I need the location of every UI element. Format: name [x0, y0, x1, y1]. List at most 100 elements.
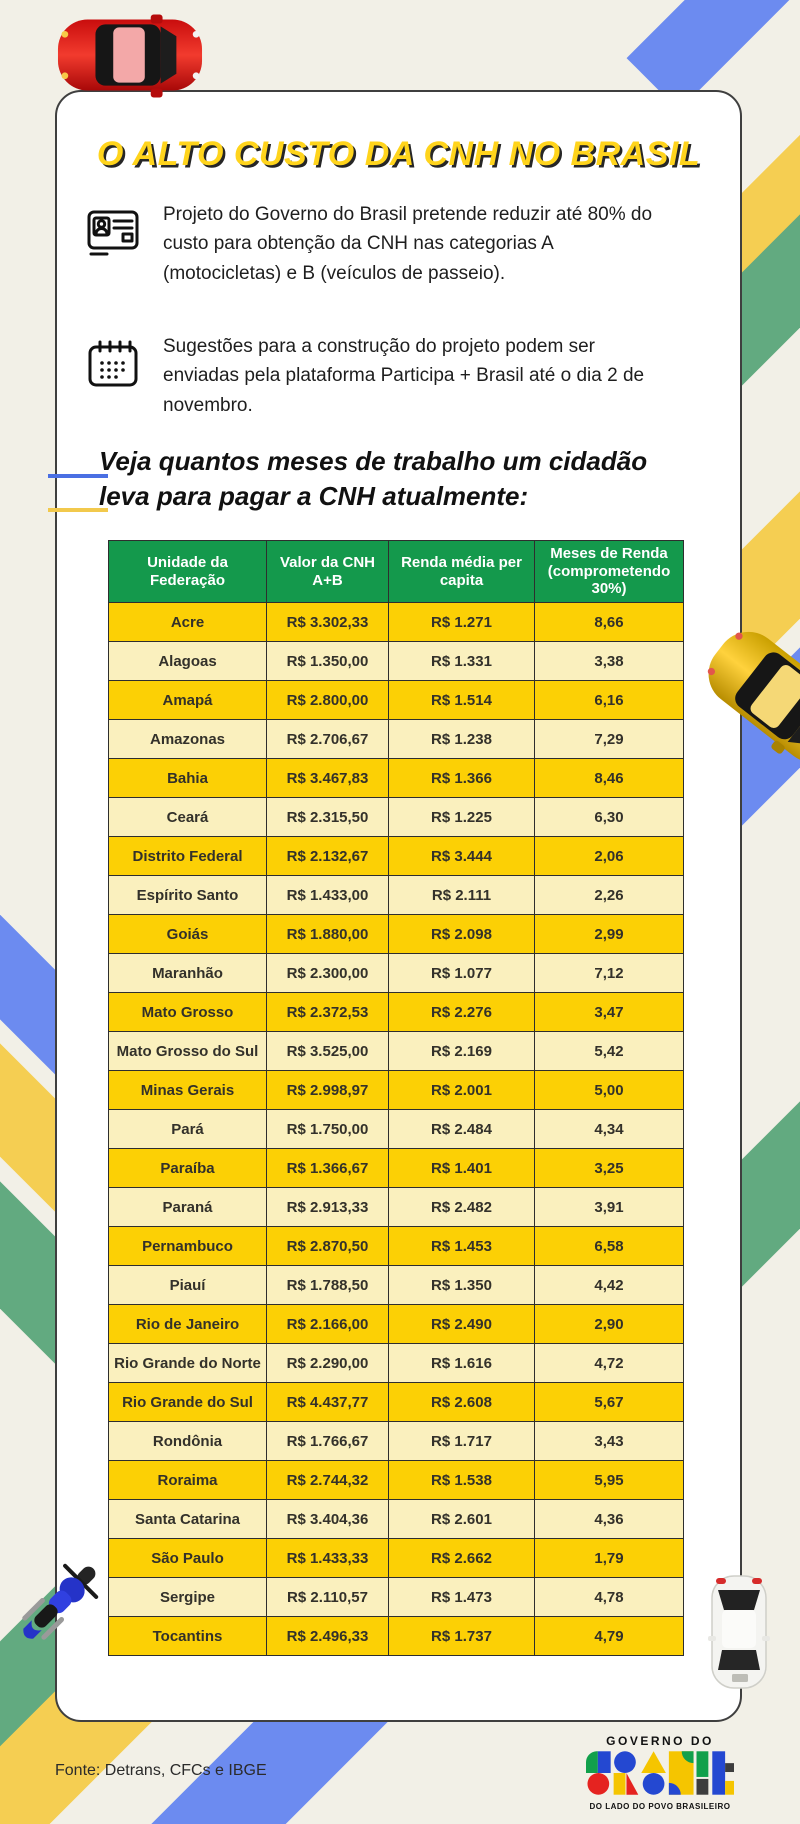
cell-value: 4,72	[534, 1343, 684, 1383]
table-row: Santa Catarina R$ 3.404,36 R$ 2.601 4,36	[108, 1499, 684, 1539]
cnh-cost-table: Unidade da Federação Valor da CNH A+B Re…	[108, 540, 684, 1656]
table-row: Paraná R$ 2.913,33 R$ 2.482 3,91	[108, 1187, 684, 1227]
cell-value: R$ 2.290,00	[266, 1343, 389, 1383]
col-header-months: Meses de Renda (comprometendo 30%)	[534, 540, 684, 603]
table-row: Mato Grosso do Sul R$ 3.525,00 R$ 2.169 …	[108, 1031, 684, 1071]
cell-state: Amazonas	[108, 719, 267, 759]
table-row: Goiás R$ 1.880,00 R$ 2.098 2,99	[108, 914, 684, 954]
cell-state: Rio Grande do Sul	[108, 1382, 267, 1422]
cell-value: R$ 1.238	[388, 719, 535, 759]
cell-value: 6,58	[534, 1226, 684, 1266]
cell-value: 7,12	[534, 953, 684, 993]
cell-state: Rondônia	[108, 1421, 267, 1461]
table-row: São Paulo R$ 1.433,33 R$ 2.662 1,79	[108, 1538, 684, 1578]
governo-do-brasil-logo: GOVERNO DO	[580, 1734, 740, 1811]
source-note: Fonte: Detrans, CFCs e IBGE	[55, 1762, 267, 1779]
table-row: Maranhão R$ 2.300,00 R$ 1.077 7,12	[108, 953, 684, 993]
cell-state: Mato Grosso do Sul	[108, 1031, 267, 1071]
cell-value: 3,25	[534, 1148, 684, 1188]
cell-value: 6,30	[534, 797, 684, 837]
cell-value: 5,67	[534, 1382, 684, 1422]
table-intro-heading: Veja quantos meses de trabalho um cidadã…	[99, 446, 648, 512]
cell-value: R$ 2.913,33	[266, 1187, 389, 1227]
cell-value: R$ 1.616	[388, 1343, 535, 1383]
cell-value: 5,42	[534, 1031, 684, 1071]
cell-value: R$ 2.276	[388, 992, 535, 1032]
cell-value: 3,43	[534, 1421, 684, 1461]
cell-value: 8,46	[534, 758, 684, 798]
cell-value: R$ 2.482	[388, 1187, 535, 1227]
drivers-license-icon	[87, 200, 139, 261]
cell-state: Acre	[108, 602, 267, 642]
table-row: Rio Grande do Sul R$ 4.437,77 R$ 2.608 5…	[108, 1382, 684, 1422]
cell-value: R$ 2.998,97	[266, 1070, 389, 1110]
cell-value: 7,29	[534, 719, 684, 759]
page-title: O ALTO CUSTO DA CNH NO BRASIL	[96, 134, 701, 173]
cell-value: R$ 2.870,50	[266, 1226, 389, 1266]
cell-state: Sergipe	[108, 1577, 267, 1617]
cell-value: 4,78	[534, 1577, 684, 1617]
cell-state: Bahia	[108, 758, 267, 798]
cell-state: São Paulo	[108, 1538, 267, 1578]
cell-state: Mato Grosso	[108, 992, 267, 1032]
cell-state: Pernambuco	[108, 1226, 267, 1266]
cell-value: 5,00	[534, 1070, 684, 1110]
cell-value: 4,79	[534, 1616, 684, 1656]
brasil-logo-art	[580, 1751, 740, 1800]
table-body: Acre R$ 3.302,33 R$ 1.271 8,66 Alagoas R…	[108, 602, 684, 1656]
cell-state: Maranhão	[108, 953, 267, 993]
table-row: Espírito Santo R$ 1.433,00 R$ 2.111 2,26	[108, 875, 684, 915]
cell-value: R$ 1.271	[388, 602, 535, 642]
cell-value: R$ 1.366	[388, 758, 535, 798]
table-row: Rondônia R$ 1.766,67 R$ 1.717 3,43	[108, 1421, 684, 1461]
cell-value: R$ 1.433,00	[266, 875, 389, 915]
cell-value: R$ 1.750,00	[266, 1109, 389, 1149]
col-header-cost: Valor da CNH A+B	[266, 540, 389, 603]
cell-value: R$ 3.525,00	[266, 1031, 389, 1071]
cell-value: 4,36	[534, 1499, 684, 1539]
cell-state: Paraíba	[108, 1148, 267, 1188]
cell-state: Piauí	[108, 1265, 267, 1305]
cell-value: R$ 1.717	[388, 1421, 535, 1461]
cell-value: R$ 1.538	[388, 1460, 535, 1500]
cell-value: R$ 2.098	[388, 914, 535, 954]
table-row: Roraima R$ 2.744,32 R$ 1.538 5,95	[108, 1460, 684, 1500]
cell-value: R$ 1.077	[388, 953, 535, 993]
cell-value: 2,99	[534, 914, 684, 954]
cell-value: 5,95	[534, 1460, 684, 1500]
cell-value: 3,38	[534, 641, 684, 681]
cell-value: R$ 1.453	[388, 1226, 535, 1266]
cell-state: Santa Catarina	[108, 1499, 267, 1539]
table-row: Amapá R$ 2.800,00 R$ 1.514 6,16	[108, 680, 684, 720]
cell-value: R$ 2.372,53	[266, 992, 389, 1032]
white-car-illustration	[708, 1574, 770, 1692]
cnh-cost-table-wrap: Unidade da Federação Valor da CNH A+B Re…	[108, 540, 684, 1656]
cell-value: R$ 2.484	[388, 1109, 535, 1149]
cell-value: R$ 2.662	[388, 1538, 535, 1578]
table-row: Alagoas R$ 1.350,00 R$ 1.331 3,38	[108, 641, 684, 681]
cell-state: Rio Grande do Norte	[108, 1343, 267, 1383]
cell-value: R$ 1.350,00	[266, 641, 389, 681]
cell-state: Ceará	[108, 797, 267, 837]
table-row: Pará R$ 1.750,00 R$ 2.484 4,34	[108, 1109, 684, 1149]
cell-value: R$ 2.744,32	[266, 1460, 389, 1500]
cell-value: 8,66	[534, 602, 684, 642]
col-header-income: Renda média per capita	[388, 540, 535, 603]
cell-value: R$ 2.608	[388, 1382, 535, 1422]
table-row: Pernambuco R$ 2.870,50 R$ 1.453 6,58	[108, 1226, 684, 1266]
cell-value: R$ 3.467,83	[266, 758, 389, 798]
cell-value: R$ 1.766,67	[266, 1421, 389, 1461]
cell-state: Roraima	[108, 1460, 267, 1500]
table-row: Paraíba R$ 1.366,67 R$ 1.401 3,25	[108, 1148, 684, 1188]
cell-value: R$ 1.880,00	[266, 914, 389, 954]
cell-state: Rio de Janeiro	[108, 1304, 267, 1344]
cell-value: R$ 1.737	[388, 1616, 535, 1656]
cell-state: Tocantins	[108, 1616, 267, 1656]
cell-value: R$ 2.166,00	[266, 1304, 389, 1344]
cell-value: R$ 2.490	[388, 1304, 535, 1344]
cell-value: R$ 1.514	[388, 680, 535, 720]
table-header: Unidade da Federação Valor da CNH A+B Re…	[108, 540, 684, 603]
cell-value: 6,16	[534, 680, 684, 720]
calendar-icon	[87, 332, 139, 393]
cell-value: R$ 4.437,77	[266, 1382, 389, 1422]
